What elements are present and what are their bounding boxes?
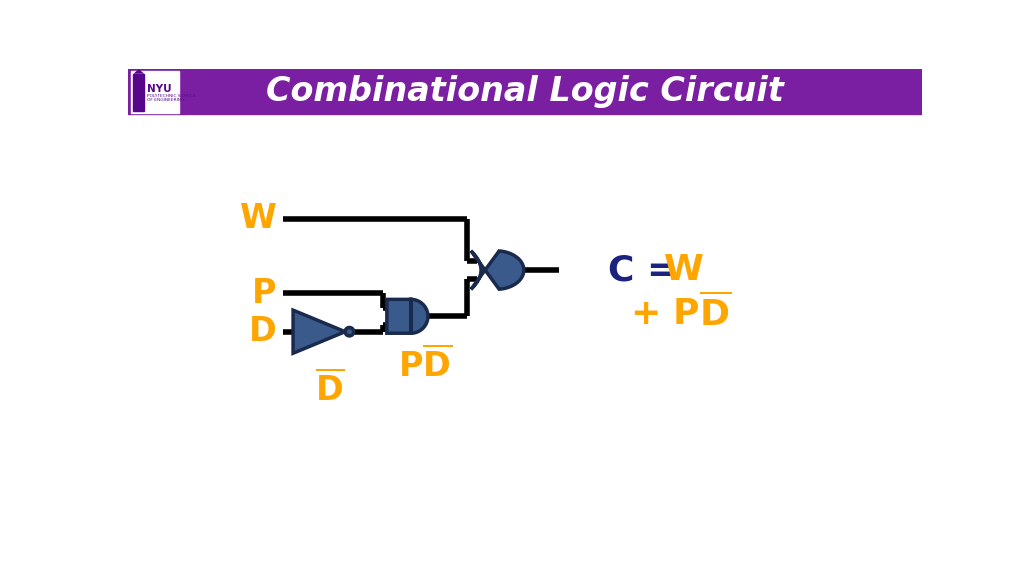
Text: NYU: NYU [146,84,171,94]
Text: C =: C = [608,253,678,287]
Bar [128,69,922,114]
Text: Combinational Logic Circuit: Combinational Logic Circuit [266,75,783,108]
Text: W: W [665,253,705,287]
Text: + P$\overline{\mathbf{D}}$: + P$\overline{\mathbf{D}}$ [630,293,731,332]
Polygon shape [293,310,345,353]
Text: W: W [240,202,276,235]
Circle shape [345,327,353,336]
Polygon shape [133,69,144,74]
Text: P: P [252,276,276,310]
Polygon shape [387,300,428,334]
Bar [131,71,179,113]
Text: $\overline{\mathbf{D}}$: $\overline{\mathbf{D}}$ [314,370,344,407]
Text: D: D [249,315,276,348]
Bar [133,74,144,111]
Text: POLYTECHNIC SCHOOL: POLYTECHNIC SCHOOL [146,94,196,98]
Polygon shape [471,251,524,289]
Text: OF ENGINEERING: OF ENGINEERING [146,98,184,103]
Text: P$\overline{\mathbf{D}}$: P$\overline{\mathbf{D}}$ [397,347,452,384]
